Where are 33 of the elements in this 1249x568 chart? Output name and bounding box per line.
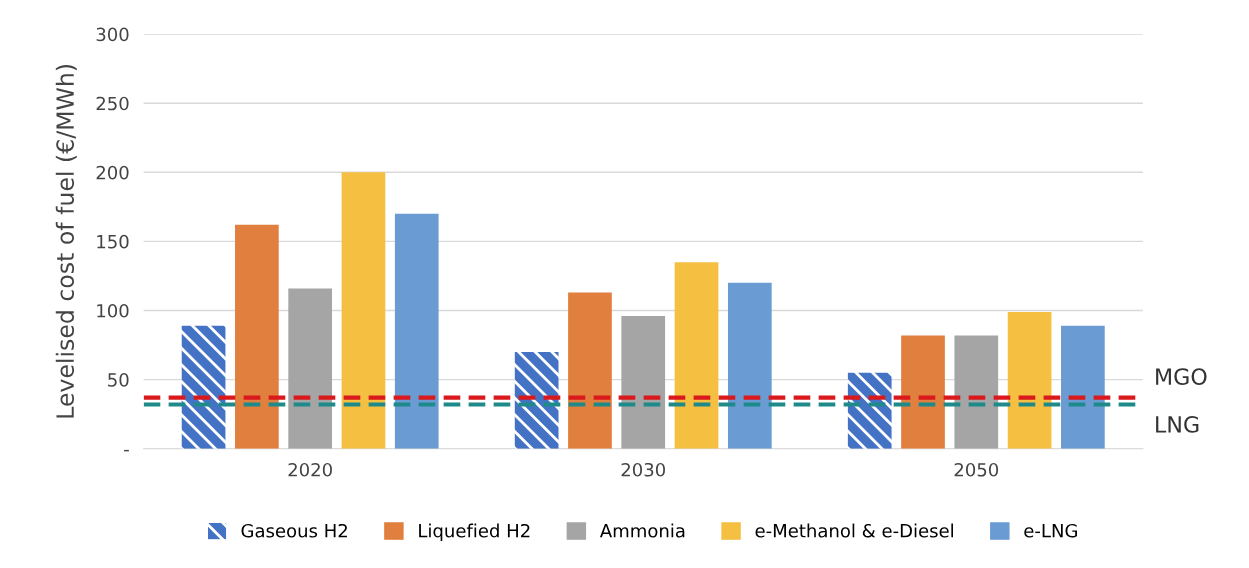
y-axis-title: Levelised cost of fuel (€/MWh) — [55, 64, 77, 418]
legend-label: Gaseous H2 — [241, 523, 347, 538]
ref-line-label: LNG — [1156, 416, 1199, 433]
bar — [181, 325, 226, 449]
legend-label: e-Methanol & e-Diesel — [755, 523, 953, 538]
bar — [394, 213, 439, 449]
legend-label: Ammonia — [599, 523, 685, 538]
bar — [847, 372, 892, 449]
bar — [288, 288, 333, 449]
x-tick-label: 2020 — [288, 462, 332, 477]
y-tick-label: 300 — [96, 27, 129, 42]
y-tick-label: 200 — [96, 165, 129, 180]
ref-line-label: MGO — [1156, 368, 1207, 385]
bar — [954, 335, 999, 449]
bar — [1061, 325, 1105, 449]
bar — [235, 224, 279, 449]
legend-label: Liquefied H2 — [419, 523, 530, 542]
bar — [727, 282, 772, 449]
bar — [901, 335, 945, 449]
y-tick-label: 250 — [96, 96, 129, 111]
y-tick-label: - — [124, 449, 129, 452]
x-tick-label: 2030 — [621, 462, 666, 477]
bar — [674, 262, 719, 449]
bar — [341, 172, 386, 449]
y-tick-label: 150 — [97, 234, 129, 249]
y-tick-label: 50 — [108, 373, 129, 387]
legend-label: e-LNG — [1024, 523, 1077, 538]
bar — [1007, 311, 1052, 449]
y-tick-label: 100 — [97, 303, 129, 318]
bar — [621, 316, 666, 449]
x-tick-label: 2050 — [954, 462, 999, 477]
bar — [568, 292, 612, 449]
bar — [514, 351, 559, 449]
